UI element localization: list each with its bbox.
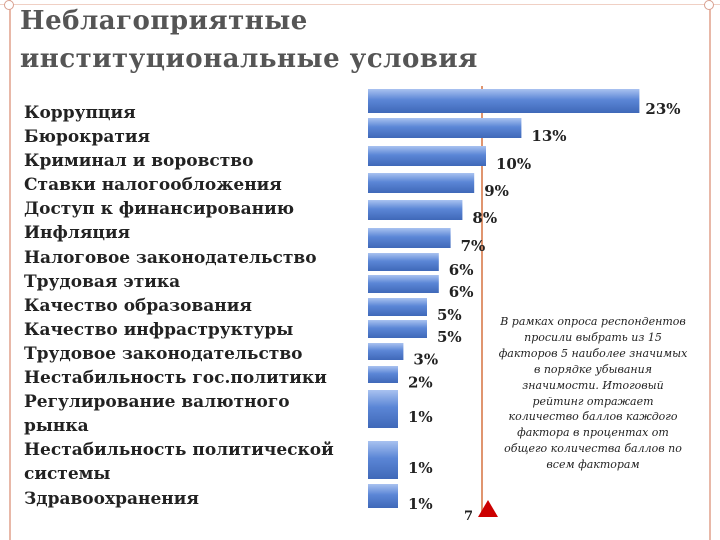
- frame-corner-dot: [4, 0, 14, 10]
- bar-3: [368, 146, 486, 166]
- bar-value-label: 5%: [437, 328, 462, 346]
- bar-7: [368, 253, 439, 271]
- bar-9: [368, 298, 427, 316]
- factor-label: Коррупция: [24, 103, 136, 123]
- bar-8: [368, 275, 439, 293]
- bar-2: [368, 118, 522, 138]
- bar-12: [368, 366, 398, 383]
- factor-label: Доступ к финансированию: [24, 199, 295, 220]
- bar-5: [368, 200, 463, 220]
- survey-note: В рамках опроса респондентов просили выб…: [498, 315, 688, 472]
- bar-10: [368, 320, 427, 338]
- bar-value-label: 1%: [408, 459, 433, 477]
- bar-6: [368, 228, 451, 248]
- factor-label: Нестабильность политической: [24, 440, 334, 461]
- bar-value-label: 1%: [408, 408, 433, 426]
- bar-value-label: 5%: [437, 306, 462, 324]
- bar-value-label: 9%: [484, 182, 509, 200]
- factor-label: Налоговое законодательство: [24, 247, 317, 268]
- bar-13: [368, 390, 398, 428]
- slide-frame-left: [9, 0, 11, 540]
- bar-value-label: 23%: [645, 100, 680, 118]
- factor-label: рынка: [24, 416, 89, 437]
- bar-value-label: 2%: [408, 374, 433, 392]
- frame-corner-dot: [704, 0, 714, 10]
- factor-label: Нестабильность гос.политики: [24, 368, 327, 389]
- factor-label: Трудовое законодательство: [24, 343, 303, 364]
- bar-1: [368, 89, 640, 113]
- factor-label: системы: [24, 464, 111, 485]
- bar-value-label: 7%: [461, 237, 486, 255]
- bar-value-label: 6%: [449, 283, 474, 301]
- bar-value-label: 13%: [531, 127, 566, 145]
- factor-label: Бюрократия: [24, 127, 151, 148]
- factor-label-list: Коррупция Бюрократия Криминал и воровств…: [24, 101, 334, 511]
- factor-label: Здравоохранения: [24, 488, 199, 509]
- factor-label: Инфляция: [24, 223, 131, 244]
- page-number: 7: [464, 509, 473, 524]
- factor-label: Ставки налогообложения: [24, 175, 282, 196]
- slide-frame-top: [0, 4, 720, 5]
- factor-label: Криминал и воровство: [24, 151, 254, 172]
- bar-value-label: 10%: [496, 155, 531, 173]
- factor-label: Качество образования: [24, 295, 252, 316]
- factor-label: Трудовая этика: [24, 271, 181, 292]
- bar-15: [368, 484, 398, 508]
- bar-value-label: 3%: [413, 351, 438, 369]
- bar-14: [368, 441, 398, 479]
- bar-4: [368, 173, 475, 193]
- factor-label: Качество инфраструктуры: [24, 319, 294, 340]
- factor-label: Регулирование валютного: [24, 392, 290, 413]
- bar-11: [368, 343, 404, 360]
- slide-frame-right: [709, 0, 711, 540]
- triangle-marker-icon: [478, 500, 498, 517]
- bar-value-label: 8%: [472, 209, 497, 227]
- slide-title: Неблагоприятные институциональные услови…: [20, 6, 478, 74]
- bar-value-label: 6%: [449, 261, 474, 279]
- bar-value-label: 1%: [408, 495, 433, 513]
